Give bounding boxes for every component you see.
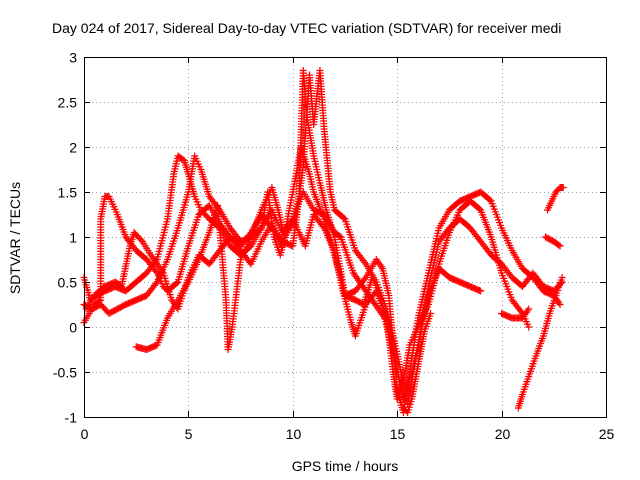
data-point — [556, 242, 564, 250]
y-tick-label: 0.5 — [58, 275, 78, 291]
data-point — [525, 305, 533, 313]
x-tick-label: 25 — [599, 426, 615, 442]
data-point — [340, 214, 348, 222]
data-point — [427, 310, 435, 317]
data-point — [152, 267, 160, 275]
data-point — [361, 258, 369, 266]
data-point — [475, 205, 483, 213]
x-axis-label: GPS time / hours — [292, 458, 399, 474]
data-point — [486, 196, 494, 204]
x-tick-label: 0 — [81, 426, 89, 442]
y-tick-label: 2 — [69, 140, 77, 156]
x-tick-label: 10 — [286, 426, 302, 442]
data-layer — [80, 67, 567, 416]
series-arc-2 — [80, 67, 564, 416]
y-tick-label: 3 — [69, 50, 77, 66]
series-arc-11 — [337, 233, 389, 322]
data-point — [525, 323, 533, 331]
y-tick-label: 2.5 — [58, 95, 78, 111]
y-tick-label: -0.5 — [53, 365, 77, 381]
data-point — [558, 274, 566, 281]
series-arc-8 — [541, 233, 564, 250]
data-point — [95, 297, 103, 305]
series-arc-6 — [514, 274, 566, 412]
series-arc-10 — [399, 310, 435, 416]
series-arc-9 — [544, 184, 567, 214]
y-tick-label: -1 — [65, 410, 78, 426]
data-point — [556, 301, 564, 308]
y-tick-label: 1 — [69, 230, 77, 246]
data-point — [361, 275, 369, 283]
data-point — [381, 314, 389, 322]
y-tick-label: 1.5 — [58, 185, 78, 201]
x-tick-label: 20 — [495, 426, 511, 442]
data-point — [555, 241, 563, 249]
data-point — [319, 222, 327, 230]
x-tick-label: 5 — [185, 426, 193, 442]
data-point — [517, 308, 525, 316]
series-arc-7 — [498, 305, 533, 322]
data-point — [477, 287, 485, 295]
data-point — [152, 280, 160, 288]
data-point — [173, 279, 181, 287]
y-axis-label: SDTVAR / TECUs — [7, 182, 23, 294]
data-point — [137, 236, 145, 244]
x-tick-label: 15 — [390, 426, 406, 442]
y-tick-label: 0 — [69, 320, 77, 336]
data-point — [256, 225, 264, 233]
chart-title: Day 024 of 2017, Sidereal Day-to-day VTE… — [52, 20, 561, 36]
axis-ticks: 0 5 10 15 20 25 -1 -0.5 0 0.5 1 1.5 2 2.5 3 — [53, 50, 615, 443]
series-arc-5 — [132, 188, 533, 403]
data-point — [559, 184, 567, 191]
